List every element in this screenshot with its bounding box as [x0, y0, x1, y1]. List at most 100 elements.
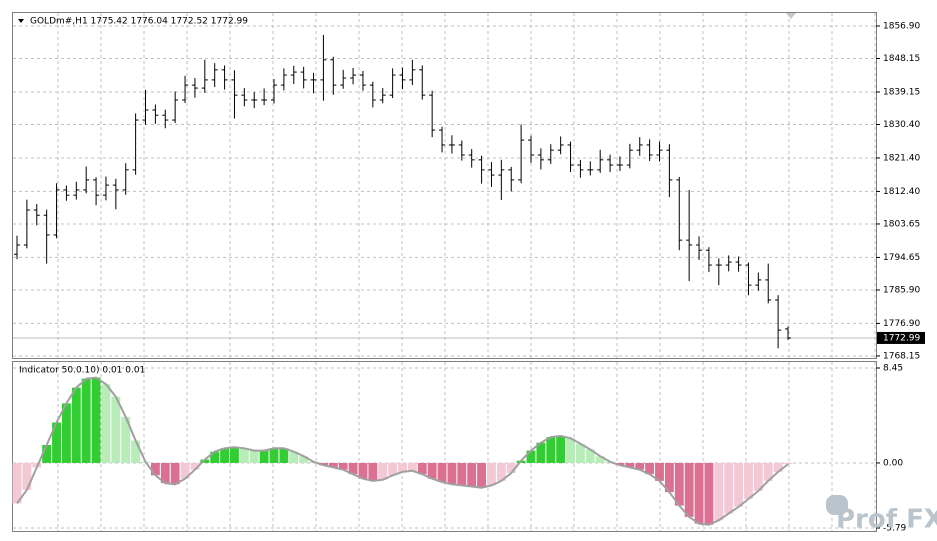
watermark: Prof FX	[836, 505, 937, 535]
histogram-bar	[348, 462, 358, 475]
histogram-bar	[526, 450, 536, 463]
histogram-bar	[180, 462, 190, 479]
histogram-bar	[230, 447, 239, 463]
histogram-bar	[22, 462, 32, 490]
histogram-bar	[763, 462, 773, 481]
histogram-bar	[239, 448, 249, 463]
y-tick-label: 1768.15	[883, 351, 920, 361]
y-tick-label: 1794.65	[883, 253, 920, 263]
histogram-bar	[328, 462, 338, 468]
histogram-bar	[684, 462, 694, 517]
y-tick-label: 1856.90	[883, 21, 920, 31]
histogram-bar	[160, 462, 170, 484]
histogram-bar	[388, 462, 398, 476]
histogram-bar	[753, 462, 763, 492]
y-tick-label: 1785.90	[883, 285, 920, 295]
histogram-bar	[487, 462, 496, 486]
histogram-bar	[694, 462, 704, 524]
histogram-bar	[279, 448, 289, 463]
histogram-bar	[556, 435, 566, 463]
histogram-bar	[210, 451, 220, 463]
last-price-box	[877, 331, 925, 344]
histogram-bar	[368, 462, 378, 481]
histogram-bar	[358, 462, 368, 479]
histogram-bar	[744, 462, 753, 499]
y-tick-label: 1821.40	[883, 153, 920, 163]
y-tick-label: 1830.40	[883, 120, 920, 130]
histogram-bar	[170, 462, 180, 485]
y-tick-label: 1812.40	[883, 187, 920, 197]
histogram-bar	[457, 462, 467, 486]
histogram-bar	[496, 462, 506, 481]
histogram-bar	[190, 462, 200, 470]
histogram-bar	[585, 449, 595, 463]
histogram-bar	[111, 396, 121, 463]
histogram-bar	[664, 462, 674, 493]
menu-arrow[interactable]	[18, 19, 24, 23]
histogram-bar	[131, 440, 141, 463]
histogram-bar	[398, 462, 407, 472]
histogram-bar	[615, 462, 625, 466]
histogram-bar	[71, 387, 81, 463]
chart-title: GOLDm#,H1 1775.42 1776.04 1772.52 1772.9…	[30, 17, 248, 27]
histogram-bar	[61, 403, 71, 463]
histogram-bar	[595, 456, 605, 463]
histogram-bar	[566, 438, 575, 463]
histogram-bar	[220, 448, 230, 463]
histogram-bar	[150, 462, 160, 476]
histogram-bar	[437, 462, 447, 483]
histogram-bar	[714, 462, 724, 521]
y-tick-label: 0.00	[883, 458, 903, 468]
histogram-bar	[783, 462, 793, 465]
histogram-bar	[724, 462, 734, 514]
histogram-bar	[625, 462, 635, 468]
histogram-bar	[635, 462, 645, 470]
histogram-bar	[42, 444, 52, 463]
y-tick-label: 1776.90	[883, 319, 920, 329]
y-tick-label: 8.45	[883, 364, 903, 374]
histogram-bar	[318, 462, 328, 466]
histogram-bar	[407, 462, 417, 471]
histogram-bar	[249, 450, 259, 463]
last-price-label: 1772.99	[883, 333, 920, 343]
histogram-bar	[655, 462, 664, 481]
histogram-bar	[734, 462, 744, 507]
histogram-bar	[289, 451, 299, 463]
histogram-bar	[101, 384, 111, 463]
histogram-bar	[773, 462, 783, 472]
histogram-bar	[91, 377, 101, 463]
y-tick-label: 1839.15	[883, 87, 920, 97]
histogram-bar	[575, 443, 585, 463]
logo	[826, 495, 848, 515]
histogram-bar	[259, 450, 269, 463]
histogram-bar	[674, 462, 684, 506]
histogram-bar	[200, 459, 210, 463]
histogram-bar	[427, 462, 437, 479]
y-tick-label: -5.79	[883, 524, 907, 534]
indicator-title: Indicator 50.0.10) 0.01 0.01	[19, 366, 145, 376]
histogram-bar	[338, 462, 348, 470]
histogram-bar	[417, 462, 427, 475]
histogram-bar	[12, 462, 22, 504]
histogram-bar	[506, 462, 516, 474]
indicator-panel	[12, 361, 877, 532]
histogram-bar	[704, 462, 714, 525]
histogram-bar	[269, 448, 279, 463]
histogram-bar	[81, 378, 91, 463]
histogram-bar	[52, 422, 61, 463]
histogram-bar	[546, 437, 556, 463]
histogram-bar	[645, 462, 655, 475]
histogram-bar	[447, 462, 457, 485]
y-tick-label: 1803.65	[883, 219, 920, 229]
histogram-bar	[467, 462, 477, 487]
y-tick-label: 1848.15	[883, 54, 920, 64]
histogram-bar	[477, 462, 487, 488]
price-panel	[12, 12, 877, 359]
histogram-bar	[121, 416, 131, 463]
histogram-bar	[299, 456, 309, 463]
histogram-bar	[536, 442, 546, 463]
signal-line	[16, 376, 789, 526]
histogram-bar	[378, 462, 388, 480]
